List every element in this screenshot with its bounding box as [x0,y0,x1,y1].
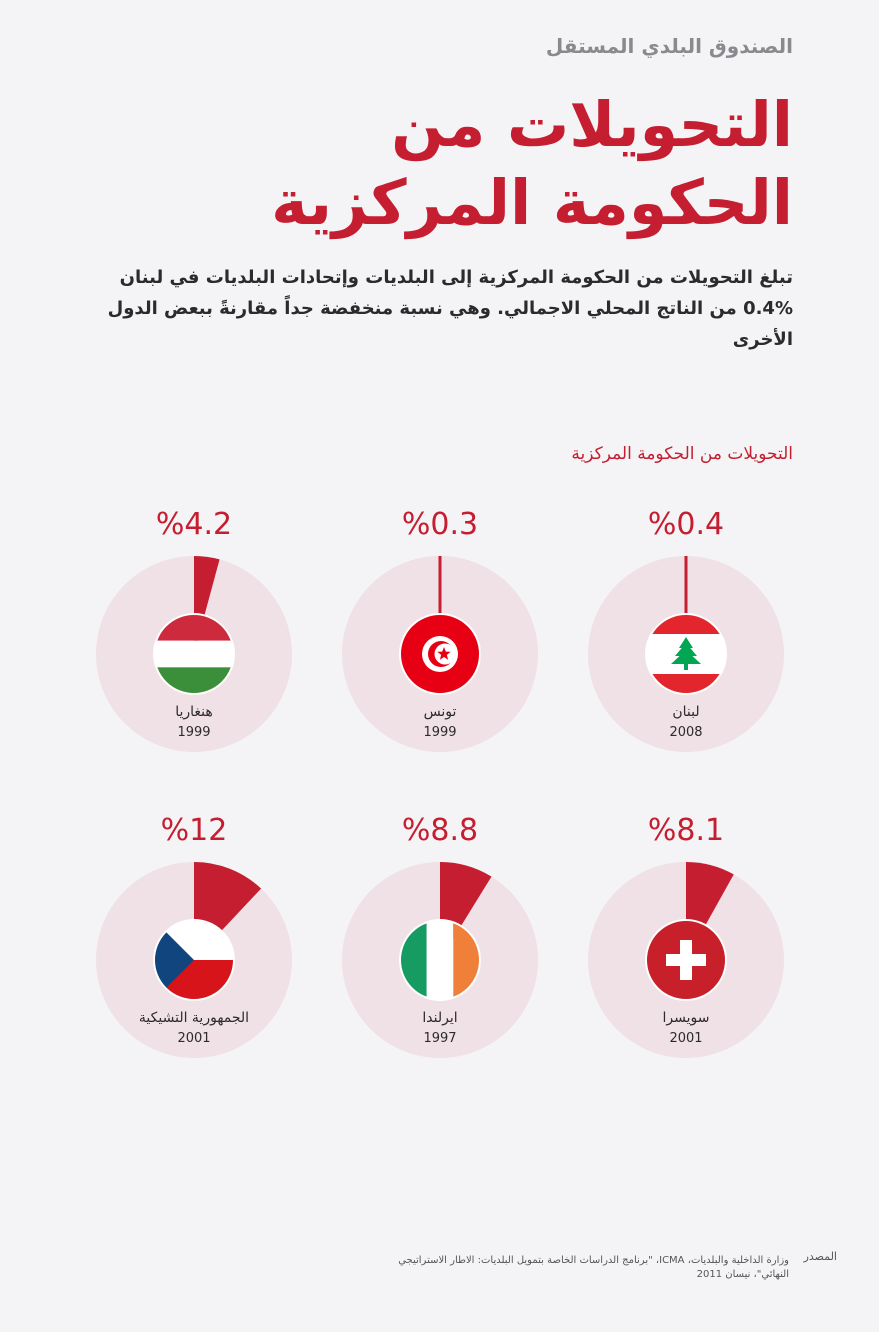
year-label: 2008 [669,725,702,740]
country-label: تونس [424,704,457,720]
country-label: لبنان [672,704,699,720]
pie-chart-5: %8.8 ايرلندا 1997 [342,813,538,1058]
pie-chart-4: %8.1 سويسرا 2001 [588,813,784,1058]
year-label: 2001 [669,1031,702,1046]
triangle-icon [154,920,194,1000]
page-title: التحويلات من الحكومة المركزية [93,86,793,242]
cedar-icon [671,637,701,670]
year-label: 1999 [177,725,210,740]
value-label: %8.1 [648,813,724,848]
pie-chart-6: %12 الجمهورية التشيكية 2001 [96,813,292,1058]
year-label: 2001 [177,1031,210,1046]
source-text: وزارة الداخلية والبلديات، ICMA، "برنامج … [398,1255,789,1280]
publisher-name: الصندوق البلدي المستقل [545,34,793,58]
pie-slice [684,556,688,654]
title-line-1: التحويلات من [391,88,793,161]
value-label: %4.2 [156,507,232,542]
value-label: %8.8 [402,813,478,848]
source-label: المصدر [803,1250,837,1263]
country-label: الجمهورية التشيكية [139,1010,249,1026]
pie-slice [438,556,442,654]
value-label: %12 [161,813,228,848]
chart-title: التحويلات من الحكومة المركزية [571,444,793,464]
pie-chart-2: %0.3 تونس 1999 [342,507,538,752]
title-line-2: الحكومة المركزية [271,166,793,239]
year-label: 1997 [423,1031,456,1046]
pie-chart-3: %4.2 هنغاريا 1999 [96,507,292,752]
intro-paragraph: تبلغ التحويلات من الحكومة المركزية إلى ا… [107,267,793,350]
star-icon [437,647,451,660]
country-label: هنغاريا [175,704,213,720]
ireland-flag-icon [400,920,480,1000]
switzerland-flag-icon [646,920,726,1000]
value-label: %0.4 [648,507,724,542]
country-label: سويسرا [663,1010,710,1026]
year-label: 1999 [423,725,456,740]
pie-chart-1: %0.4 لبنان 2008 [588,507,784,752]
value-label: %0.3 [402,507,478,542]
tunisia-flag-icon [400,614,480,694]
country-label: ايرلندا [422,1010,457,1026]
